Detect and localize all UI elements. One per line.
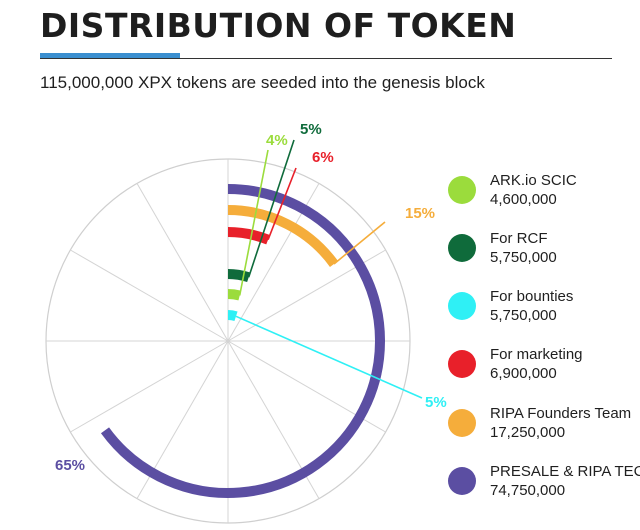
- legend-swatch: [448, 176, 476, 204]
- title-accent-bar: [40, 53, 180, 59]
- legend-value: 5,750,000: [490, 307, 557, 324]
- legend-label: ARK.io SCIC: [490, 172, 577, 189]
- legend-value: 4,600,000: [490, 191, 557, 208]
- page-title: DISTRIBUTION OF TOKEN: [40, 6, 517, 45]
- legend-item: For bounties 5,750,000: [448, 288, 638, 332]
- chart-bar: [227, 310, 238, 322]
- chart-bar: [227, 269, 251, 283]
- leader-line: [333, 221, 386, 265]
- chart-bar: [227, 205, 339, 267]
- percent-label: 6%: [312, 149, 334, 166]
- title-underline: [40, 58, 612, 59]
- leader-line: [238, 149, 269, 296]
- chart-grid: [45, 158, 411, 524]
- legend-item: PRESALE & RIPA TEC 74,750,000: [448, 463, 640, 507]
- legend-item: For RCF 5,750,000: [448, 230, 638, 274]
- grid-spoke: [70, 249, 229, 342]
- percent-label: 4%: [266, 132, 288, 149]
- page-subtitle: 115,000,000 XPX tokens are seeded into t…: [40, 73, 485, 92]
- legend-item: RIPA Founders Team 17,250,000: [448, 405, 638, 449]
- legend-swatch: [448, 409, 476, 437]
- legend-label: For marketing: [490, 346, 583, 363]
- percent-label: 5%: [300, 121, 322, 138]
- legend-label: PRESALE & RIPA TEC: [490, 463, 640, 480]
- leader-line: [235, 315, 423, 399]
- grid-spoke: [136, 183, 229, 342]
- legend-value: 6,900,000: [490, 365, 557, 382]
- percent-label: 65%: [55, 457, 85, 474]
- chart-leader-lines: [235, 139, 423, 399]
- legend-value: 17,250,000: [490, 424, 566, 441]
- percent-label: 5%: [425, 394, 447, 411]
- legend-value: 5,750,000: [490, 249, 557, 266]
- legend-swatch: [448, 292, 476, 320]
- legend-label: For RCF: [490, 230, 548, 247]
- chart-bar: [100, 184, 385, 498]
- leader-line: [267, 167, 297, 240]
- chart-bar: [227, 289, 241, 301]
- percent-label: 15%: [405, 205, 435, 222]
- grid-spoke: [70, 340, 229, 433]
- legend-swatch: [448, 467, 476, 495]
- legend-label: For bounties: [490, 288, 574, 305]
- legend-label: RIPA Founders Team: [490, 405, 632, 422]
- legend-swatch: [448, 234, 476, 262]
- legend-value: 74,750,000: [490, 482, 566, 499]
- chart-bar: [227, 227, 270, 245]
- chart-percent-labels: 65% 15% 6% 5% 5% 4%: [55, 121, 447, 474]
- leader-line: [247, 139, 295, 278]
- legend-item: For marketing 6,900,000: [448, 346, 638, 390]
- legend-item: ARK.io SCIC 4,600,000: [448, 172, 638, 216]
- legend-swatch: [448, 350, 476, 378]
